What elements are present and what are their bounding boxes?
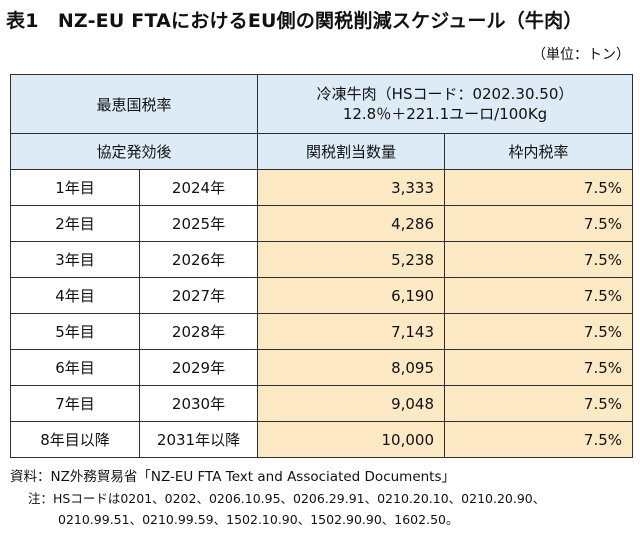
row-calendar-year: 2031年以降 <box>138 421 259 458</box>
page-title: 表1 NZ-EU FTAにおけるEU側の関税削減スケジュール（牛肉） <box>6 10 583 32</box>
header-row-1: 最恵国税率 冷凍牛肉（HSコード：0202.30.50） 12.8％＋221.1… <box>9 74 634 134</box>
unit-label: （単位：トン） <box>532 47 630 63</box>
row-calendar-year: 2030年 <box>138 385 259 422</box>
row-quota-value: 8,095 <box>257 349 446 386</box>
row-year-index: 8年目以降 <box>10 421 140 458</box>
row-rate-value: 7.5% <box>444 421 634 458</box>
row-rate-value: 7.5% <box>444 169 634 206</box>
table-row: 5年目 2028年 7,143 7.5% <box>10 313 634 350</box>
row-year-index: 2年目 <box>10 205 140 242</box>
row-quota-value: 3,333 <box>257 169 446 206</box>
note-line-2: 0210.99.51、0210.99.59、1502.10.90、1502.90… <box>58 512 459 527</box>
row-rate-value: 7.5% <box>444 277 634 314</box>
product-name: 冷凍牛肉（HSコード：0202.30.50） <box>316 85 574 103</box>
header-quota: 関税割当数量 <box>257 133 446 170</box>
table-row: 2年目 2025年 4,286 7.5% <box>10 205 634 242</box>
row-rate-value: 7.5% <box>444 313 634 350</box>
table-row: 1年目 2024年 3,333 7.5% <box>10 169 634 206</box>
row-calendar-year: 2029年 <box>138 349 259 386</box>
row-year-index: 1年目 <box>10 169 140 206</box>
row-calendar-year: 2026年 <box>138 241 259 278</box>
row-year-index: 3年目 <box>10 241 140 278</box>
header-mfn-rate: 最恵国税率 <box>9 74 259 134</box>
row-rate-value: 7.5% <box>444 349 634 386</box>
header-in-quota-rate: 枠内税率 <box>444 133 634 170</box>
row-quota-value: 6,190 <box>257 277 446 314</box>
row-calendar-year: 2028年 <box>138 313 259 350</box>
row-rate-value: 7.5% <box>444 385 634 422</box>
row-year-index: 7年目 <box>10 385 140 422</box>
row-year-index: 5年目 <box>10 313 140 350</box>
row-quota-value: 5,238 <box>257 241 446 278</box>
tariff-schedule-table: 最恵国税率 冷凍牛肉（HSコード：0202.30.50） 12.8％＋221.1… <box>9 74 634 458</box>
row-rate-value: 7.5% <box>444 205 634 242</box>
header-product: 冷凍牛肉（HSコード：0202.30.50） 12.8％＋221.1ユーロ/10… <box>257 74 634 134</box>
row-calendar-year: 2024年 <box>138 169 259 206</box>
row-calendar-year: 2025年 <box>138 205 259 242</box>
header-after-entry: 協定発効後 <box>9 133 259 170</box>
table-row: 6年目 2029年 8,095 7.5% <box>10 349 634 386</box>
row-quota-value: 4,286 <box>257 205 446 242</box>
hs-code-note: 注：HSコードは0201、0202、0206.10.95、0206.29.91、… <box>28 488 545 530</box>
table-row: 4年目 2027年 6,190 7.5% <box>10 277 634 314</box>
note-line-1: 注：HSコードは0201、0202、0206.10.95、0206.29.91、… <box>28 491 546 506</box>
source-note: 資料：NZ外務貿易省「NZ-EU FTA Text and Associated… <box>10 469 456 485</box>
table-row: 3年目 2026年 5,238 7.5% <box>10 241 634 278</box>
table-row: 7年目 2030年 9,048 7.5% <box>10 385 634 422</box>
row-calendar-year: 2027年 <box>138 277 259 314</box>
row-quota-value: 9,048 <box>257 385 446 422</box>
row-quota-value: 7,143 <box>257 313 446 350</box>
product-mfn-rate: 12.8％＋221.1ユーロ/100Kg <box>342 105 548 123</box>
header-row-2: 協定発効後 関税割当数量 枠内税率 <box>9 133 634 170</box>
row-quota-value: 10,000 <box>257 421 446 458</box>
row-rate-value: 7.5% <box>444 241 634 278</box>
table-row: 8年目以降 2031年以降 10,000 7.5% <box>10 421 634 458</box>
row-year-index: 6年目 <box>10 349 140 386</box>
row-year-index: 4年目 <box>10 277 140 314</box>
